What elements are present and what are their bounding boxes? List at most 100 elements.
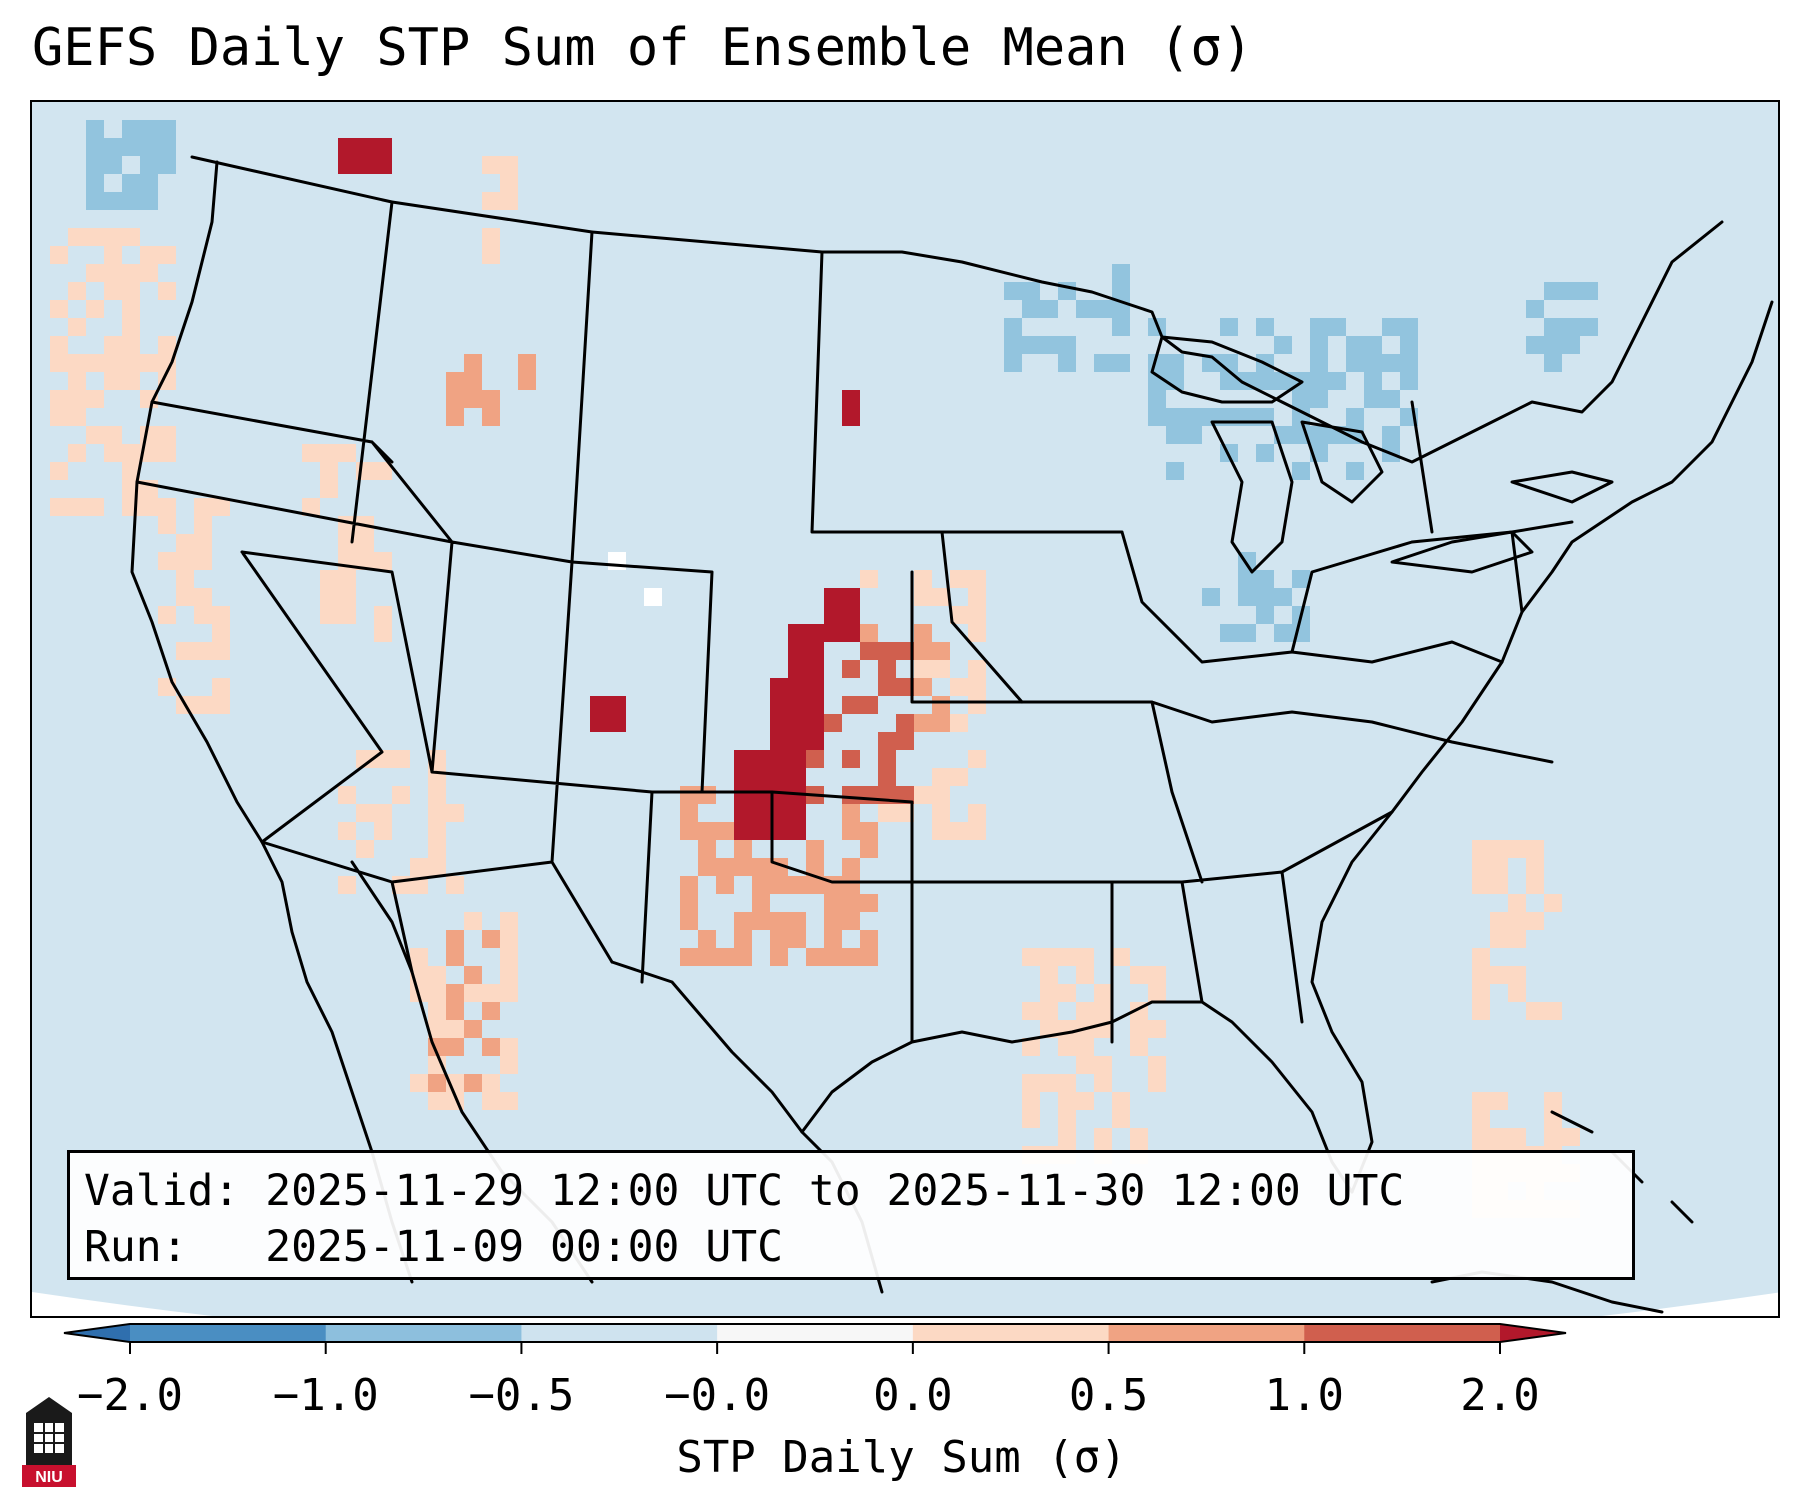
field-cell-negative <box>1022 282 1040 300</box>
field-cell-positive-extreme <box>770 804 788 822</box>
field-cell-positive-weak <box>1148 1020 1166 1038</box>
field-cell-negative <box>1112 354 1130 372</box>
field-cell-positive-weak <box>500 948 518 966</box>
field-cell-positive-mid <box>446 372 464 390</box>
field-cell-positive-weak <box>320 462 338 480</box>
field-cell-positive-weak <box>68 390 86 408</box>
field-cell-positive-weak <box>320 588 338 606</box>
field-cell-positive-weak <box>1508 984 1526 1002</box>
field-cell-negative <box>1274 372 1292 390</box>
field-cell-negative <box>1112 282 1130 300</box>
colorbar-tick-label: 0.5 <box>1068 1370 1149 1421</box>
field-cell-positive-extreme <box>842 588 860 606</box>
field-cell-positive-weak <box>1544 894 1562 912</box>
field-cell-positive-mid <box>842 912 860 930</box>
field-cell-positive-weak <box>1148 984 1166 1002</box>
field-cell-positive-strong <box>896 786 914 804</box>
field-cell-positive-extreme <box>752 786 770 804</box>
field-cell-positive-weak <box>1022 1038 1040 1056</box>
field-cell-positive-mid <box>464 1020 482 1038</box>
field-cell-positive-weak <box>50 300 68 318</box>
field-cell-positive-weak <box>1490 1092 1508 1110</box>
field-cell-positive-weak <box>212 642 230 660</box>
field-cell-positive-extreme <box>338 156 356 174</box>
colorbar-tick-label: −0.5 <box>468 1370 575 1421</box>
field-cell-positive-weak <box>194 696 212 714</box>
field-cell-positive-weak <box>356 552 374 570</box>
field-cell-positive-weak <box>1058 1092 1076 1110</box>
field-cell-positive-mid <box>446 1038 464 1056</box>
field-cell-positive-weak <box>320 480 338 498</box>
field-cell-negative <box>1526 336 1544 354</box>
field-cell-positive-weak <box>104 264 122 282</box>
field-cell-positive-mid <box>806 840 824 858</box>
colorbar-bin <box>130 1324 327 1342</box>
field-cell-positive-weak <box>176 642 194 660</box>
field-cell-positive-mid <box>770 876 788 894</box>
field-cell-negative <box>1112 318 1130 336</box>
field-cell-positive-weak <box>410 858 428 876</box>
field-cell-positive-weak <box>158 444 176 462</box>
field-cell-positive-extreme <box>770 696 788 714</box>
field-cell-positive-weak <box>122 354 140 372</box>
field-cell-negative <box>1580 318 1598 336</box>
field-cell-positive-weak <box>122 444 140 462</box>
colorbar <box>63 1323 1567 1354</box>
field-cell-positive-weak <box>176 552 194 570</box>
field-cell-negative <box>1166 354 1184 372</box>
field-cell-positive-weak <box>68 282 86 300</box>
field-cell-positive-weak <box>1490 930 1508 948</box>
field-cell-positive-weak <box>1508 930 1526 948</box>
field-cell-positive-weak <box>374 624 392 642</box>
field-cell-positive-weak <box>374 552 392 570</box>
field-cell-positive-mid <box>680 894 698 912</box>
field-cell-positive-extreme <box>824 624 842 642</box>
field-cell-positive-weak <box>122 318 140 336</box>
field-cell-positive-weak <box>86 390 104 408</box>
field-cell-negative <box>1310 354 1328 372</box>
field-cell-positive-extreme <box>356 138 374 156</box>
field-cell-positive-weak <box>1508 912 1526 930</box>
field-cell-negative <box>1346 336 1364 354</box>
run-time: 2025-11-09 00:00 UTC <box>265 1222 783 1272</box>
field-cell-positive-weak <box>500 930 518 948</box>
field-cell-negative <box>104 138 122 156</box>
field-cell-positive-weak <box>1130 1020 1148 1038</box>
field-cell-negative <box>140 120 158 138</box>
field-cell-positive-mid <box>446 984 464 1002</box>
field-cell-positive-mid <box>518 372 536 390</box>
colorbar-segments <box>63 1323 1567 1354</box>
field-cell-positive-weak <box>1148 1056 1166 1074</box>
field-cell-positive-mid <box>824 930 842 948</box>
field-cell-positive-weak <box>968 570 986 588</box>
field-cell-negative <box>1364 372 1382 390</box>
field-cell-negative <box>104 192 122 210</box>
field-cell-positive-mid <box>698 858 716 876</box>
field-cell-positive-weak <box>122 372 140 390</box>
west-coast <box>130 160 414 1284</box>
field-cell-positive-weak <box>86 426 104 444</box>
field-cell-positive-mid <box>464 1074 482 1092</box>
field-cell-positive-weak <box>1544 1092 1562 1110</box>
field-cell-positive-weak <box>356 750 374 768</box>
field-cell-positive-mid <box>482 930 500 948</box>
field-cell-positive-weak <box>104 228 122 246</box>
field-cell-positive-weak <box>950 714 968 732</box>
field-cell-positive-weak <box>950 822 968 840</box>
field-cell-positive-weak <box>1094 984 1112 1002</box>
field-cell-positive-weak <box>950 768 968 786</box>
colorbar-bin <box>1108 1324 1305 1342</box>
field-cell-positive-weak <box>428 858 446 876</box>
field-cell-positive-mid <box>788 912 806 930</box>
field-cell-positive-weak <box>194 642 212 660</box>
field-cell-positive-mid <box>788 876 806 894</box>
field-cell-negative <box>1112 264 1130 282</box>
field-cell-positive-weak <box>914 660 932 678</box>
field-cell-negative <box>1562 336 1580 354</box>
field-cell-negative <box>1328 318 1346 336</box>
colorbar-tick-label: −0.0 <box>664 1370 771 1421</box>
field-cell-positive-weak <box>860 570 878 588</box>
valid-time-range: 2025-11-29 12:00 UTC to 2025-11-30 12:00… <box>265 1166 1405 1216</box>
field-cell-positive-mid <box>716 858 734 876</box>
field-cell-positive-weak <box>50 462 68 480</box>
